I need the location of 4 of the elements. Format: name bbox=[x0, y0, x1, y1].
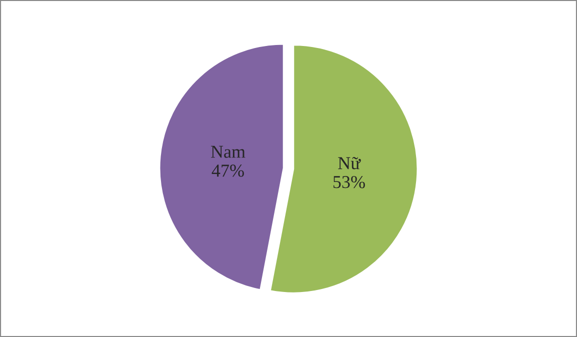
data-label: 47% bbox=[212, 164, 244, 177]
slice-label: Nam bbox=[210, 146, 246, 158]
data-label: 53% bbox=[334, 176, 365, 188]
slice-label: Nữ bbox=[338, 156, 361, 170]
